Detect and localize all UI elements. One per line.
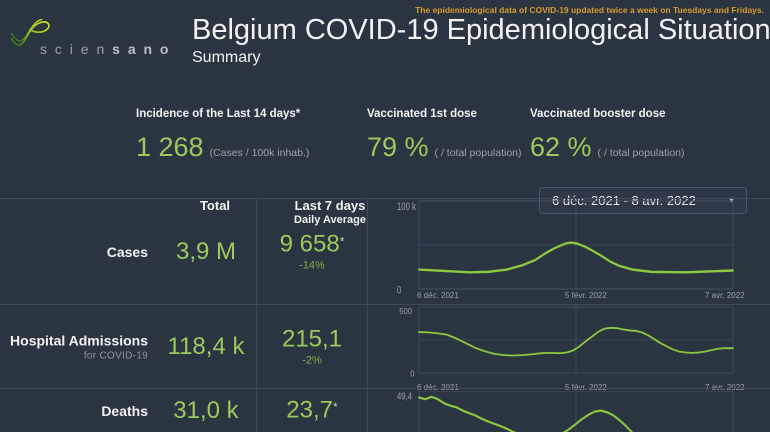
svg-text:0: 0 <box>410 369 415 378</box>
svg-text:49,4: 49,4 <box>397 391 412 402</box>
svg-text:100 k: 100 k <box>397 201 416 212</box>
svg-text:0: 0 <box>397 284 401 295</box>
svg-text:500: 500 <box>399 307 412 316</box>
